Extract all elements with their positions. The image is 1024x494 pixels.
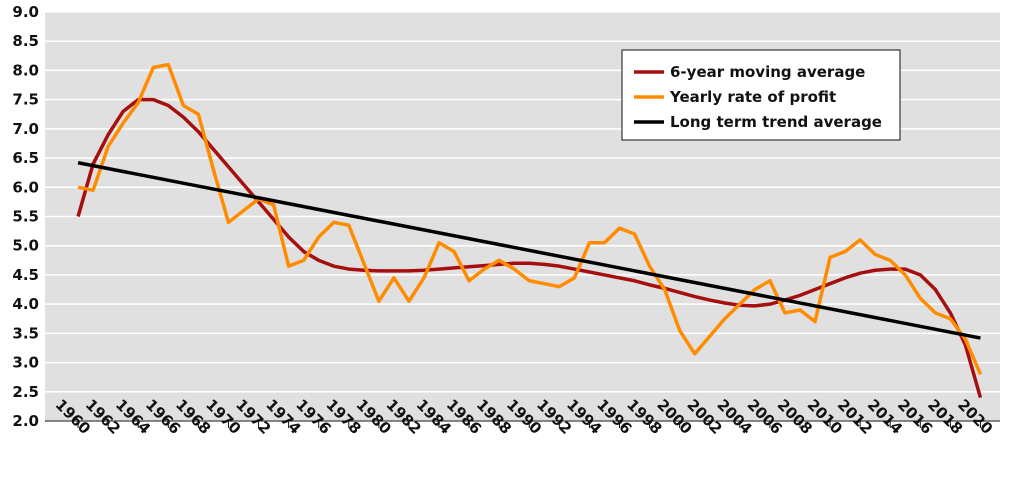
- y-tick-label: 7.0: [12, 120, 39, 138]
- y-tick-label: 6.5: [12, 149, 39, 167]
- series-line: [77, 161, 981, 340]
- legend-label: Yearly rate of profit: [669, 88, 836, 106]
- y-tick-label: 4.0: [12, 295, 39, 313]
- y-tick-label: 5.5: [12, 208, 39, 226]
- y-tick-label: 2.5: [12, 383, 39, 401]
- y-tick-label: 9.0: [12, 3, 39, 21]
- legend-box: [621, 49, 901, 141]
- series-line: [77, 62, 983, 375]
- series-line: [76, 97, 983, 399]
- y-tick-label: 4.5: [12, 266, 39, 284]
- y-tick-label: 3.0: [12, 354, 39, 372]
- y-tick-label: 8.0: [12, 61, 39, 79]
- y-tick-label: 8.5: [12, 32, 39, 50]
- y-tick-label: 2.0: [12, 412, 39, 430]
- legend-label: 6-year moving average: [670, 63, 865, 81]
- y-tick-label: 3.5: [12, 324, 39, 342]
- y-tick-label: 7.5: [12, 91, 39, 109]
- y-tick-label: 5.0: [12, 237, 39, 255]
- legend-label: Long term trend average: [670, 113, 882, 131]
- y-tick-label: 6.0: [12, 178, 39, 196]
